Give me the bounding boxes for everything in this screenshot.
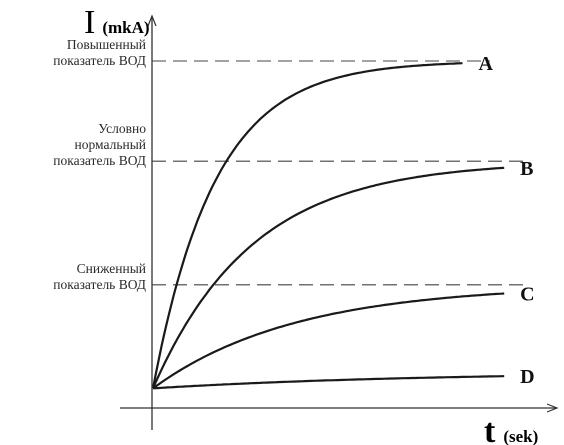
- x-axis-unit: (sek): [503, 427, 538, 445]
- level-label-high-line-1: Повышенный: [67, 37, 146, 52]
- level-label-normal-line-2: нормальный: [75, 137, 147, 152]
- series-label-d: D: [520, 366, 534, 388]
- y-axis-title: I (mkA): [84, 4, 150, 41]
- series-labels: A B C D: [479, 53, 535, 388]
- level-label-low-line-2: показатель ВОД: [53, 277, 146, 292]
- level-label-normal-line-3: показатель ВОД: [53, 153, 146, 168]
- level-label-low-line-1: Сниженный: [77, 261, 146, 276]
- x-axis-arrow: [546, 403, 559, 413]
- y-axis-arrow: [147, 14, 157, 27]
- series-curve-b: [151, 166, 505, 389]
- x-axis-symbol: t: [484, 413, 496, 445]
- series-curve-c: [152, 292, 505, 390]
- series-curve-d: [152, 375, 505, 390]
- series-label-b: B: [520, 158, 533, 180]
- level-label-normal-line-1: Условно: [98, 121, 146, 136]
- reference-levels: [152, 60, 525, 286]
- series-label-c: C: [520, 283, 534, 305]
- y-axis-unit: (mkA): [102, 18, 149, 37]
- x-axis-title: t (sek): [484, 413, 538, 445]
- series-curves: [151, 62, 505, 390]
- y-axis-symbol: I: [84, 4, 95, 41]
- series-label-a: A: [479, 53, 494, 75]
- series-curve-a: [151, 62, 463, 389]
- level-label-high-line-2: показатель ВОД: [53, 53, 146, 68]
